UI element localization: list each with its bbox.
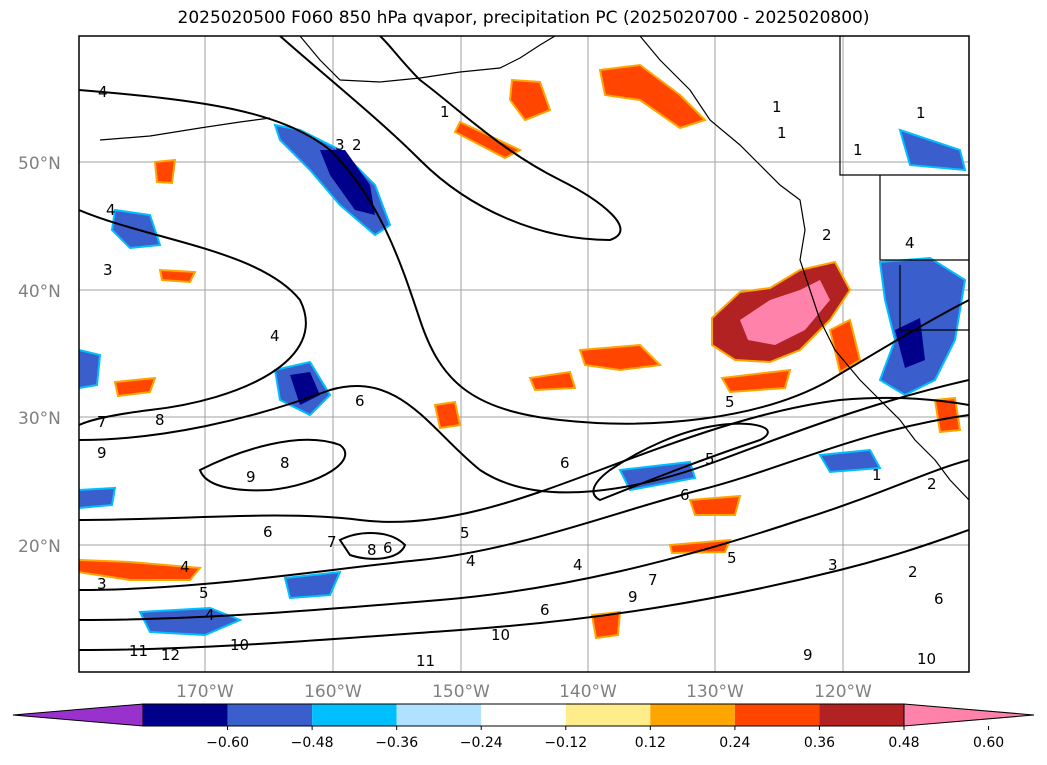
- colorbar-border: [142, 703, 905, 727]
- colorbar-tick-label: 0.36: [804, 735, 835, 751]
- contour-label: 11: [416, 652, 435, 670]
- contour-label: 2: [908, 563, 918, 581]
- colorbar-swatch: [565, 704, 651, 726]
- contour-label: 3: [97, 575, 107, 593]
- contour-label: 1: [853, 141, 863, 159]
- colorbar-tick-label: 0.60: [973, 735, 1004, 751]
- colorbar-swatch: [143, 704, 228, 726]
- lon-label-160w: 160°W: [304, 682, 362, 702]
- lon-label-170w: 170°W: [176, 682, 234, 702]
- colorbar-tick-label: 0.12: [635, 735, 666, 751]
- contour-label: 1: [777, 124, 787, 142]
- lon-label-130w: 130°W: [686, 682, 744, 702]
- coastlines: [99, 36, 969, 501]
- lon-label-140w: 140°W: [559, 682, 617, 702]
- contour-label: 5: [460, 524, 470, 542]
- colorbar-swatch: [819, 704, 904, 726]
- contour-label: 5: [725, 393, 735, 411]
- colorbar-tick-label: −0.48: [291, 735, 334, 751]
- contour-label: 9: [803, 646, 813, 664]
- contour-label: 12: [161, 646, 180, 664]
- contour-label: 8: [367, 541, 377, 559]
- contour-label: 5: [705, 450, 715, 468]
- map-border: [78, 35, 970, 673]
- contour-labels: 4 1 3 2 4 3 4 7 8 9 9 8 6 6 7 8 6 5 4 3 …: [97, 83, 944, 670]
- contour-label: 4: [205, 606, 215, 624]
- contour-label: 7: [97, 413, 107, 431]
- graticule: [79, 36, 969, 672]
- contour-label: 4: [180, 558, 190, 576]
- contour-label: 6: [680, 486, 690, 504]
- lat-labels: 50°N 40°N 30°N 20°N: [18, 154, 61, 557]
- contour-label: 8: [280, 454, 290, 472]
- contour-label: 4: [466, 552, 476, 570]
- contour-label: 10: [230, 636, 249, 654]
- qvapor-contours: [79, 36, 969, 651]
- contour-label: 3: [335, 136, 345, 154]
- contour-label: 5: [727, 549, 737, 567]
- contour-label: 9: [628, 588, 638, 606]
- lat-label-30n: 30°N: [18, 409, 61, 429]
- contour-label: 4: [270, 327, 280, 345]
- lat-label-20n: 20°N: [18, 537, 61, 557]
- colorbar-extend-low: [12, 703, 144, 727]
- contour-label: 6: [934, 590, 944, 608]
- lat-label-50n: 50°N: [18, 154, 61, 174]
- colorbar-tick-label: −0.36: [375, 735, 418, 751]
- contour-label: 7: [327, 533, 337, 551]
- contour-label: 5: [199, 584, 209, 602]
- colorbar-swatch: [396, 704, 482, 726]
- contour-label: 6: [355, 392, 365, 410]
- colorbar-tick-label: −0.12: [544, 735, 587, 751]
- lon-label-120w: 120°W: [814, 682, 872, 702]
- colorbar-swatch: [481, 704, 566, 726]
- contour-label: 6: [263, 523, 273, 541]
- lon-labels: 170°W 160°W 150°W 140°W 130°W 120°W: [176, 682, 872, 702]
- colorbar-swatch: [312, 704, 397, 726]
- contour-label: 1: [440, 103, 450, 121]
- colorbar-extend-high: [903, 703, 1035, 727]
- contour-label: 1: [916, 104, 926, 122]
- contour-label: 10: [917, 650, 936, 668]
- contour-label: 9: [246, 468, 256, 486]
- contour-label: 10: [491, 626, 510, 644]
- contour-label: 3: [103, 261, 113, 279]
- contour-label: 6: [560, 454, 570, 472]
- contour-label: 11: [129, 642, 148, 660]
- colorbar: −0.60 −0.48 −0.36 −0.24 −0.12 0.12 0.24 0.36 0.4…: [12, 703, 1035, 751]
- map-title: 2025020500 F060 850 hPa qvapor, precipit…: [177, 8, 870, 28]
- contour-label: 7: [648, 571, 658, 589]
- contour-label: 6: [540, 601, 550, 619]
- colorbar-swatch: [650, 704, 735, 726]
- contour-label: 4: [98, 83, 108, 101]
- colorbar-tick-label: −0.60: [206, 735, 249, 751]
- colorbar-swatch: [227, 704, 313, 726]
- contour-label: 4: [905, 234, 915, 252]
- colorbar-tick-label: −0.24: [460, 735, 503, 751]
- contour-label: 2: [927, 475, 937, 493]
- colorbar-swatch: [734, 704, 820, 726]
- contour-label: 4: [573, 556, 583, 574]
- contour-label: 2: [822, 226, 832, 244]
- map-area: [79, 36, 969, 672]
- contour-label: 1: [772, 98, 782, 116]
- colorbar-tick-label: 0.48: [888, 735, 919, 751]
- contour-label: 3: [828, 556, 838, 574]
- contour-label: 1: [872, 466, 882, 484]
- contour-label: 8: [155, 411, 165, 429]
- lat-label-40n: 40°N: [18, 282, 61, 302]
- contour-label: 4: [106, 201, 116, 219]
- contour-label: 2: [352, 136, 362, 154]
- lon-label-150w: 150°W: [432, 682, 490, 702]
- colorbar-tick-label: 0.24: [719, 735, 750, 751]
- contour-label: 6: [383, 539, 393, 557]
- contour-label: 9: [97, 444, 107, 462]
